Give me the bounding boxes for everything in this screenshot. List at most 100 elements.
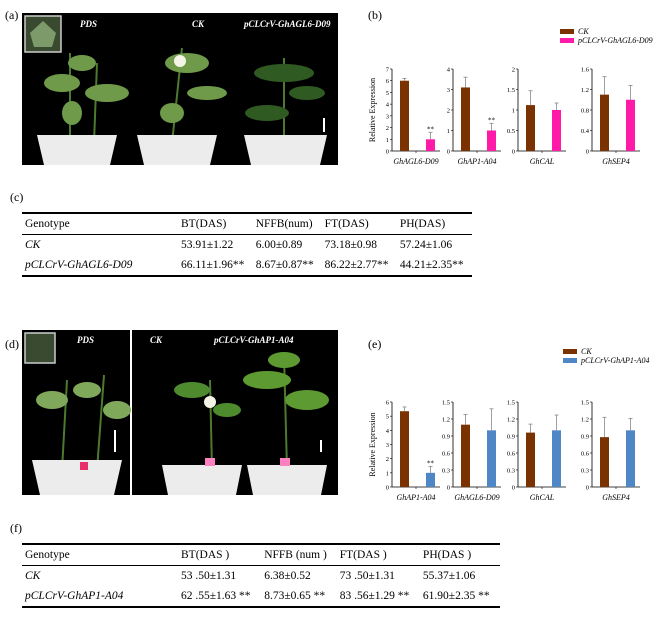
table-row: pCLCrV-GhAP1-A04 62 .55±1.63 ** 8.73±0.6… — [22, 586, 500, 607]
leaf-inset — [24, 332, 56, 364]
y-tick-label: 1.2 — [581, 417, 589, 424]
bar — [461, 87, 470, 151]
plant-illustration-a — [24, 15, 327, 165]
col-header: NFFB(num) — [252, 213, 322, 235]
y-tick-label: 1.2 — [507, 417, 515, 424]
bar — [552, 110, 561, 151]
photo-label: pCLCrV-GhAP1-A04 — [214, 335, 294, 345]
y-tick-label: 0 — [447, 485, 450, 492]
y-tick-label: 0.3 — [507, 468, 515, 475]
y-tick-label: 0 — [386, 485, 389, 492]
legend-label: pCLCrV-GhAP1-A04 — [580, 356, 649, 365]
table-f: Genotype BT(DAS ) NFFB (num ) FT(DAS ) P… — [22, 543, 500, 608]
y-tick-label: 4 — [447, 67, 451, 74]
cell: 53.91±1.22 — [181, 239, 234, 251]
legend-label: CK — [581, 347, 592, 356]
photo-label: pCLCrV-GhAGL6-D09 — [244, 19, 331, 29]
gene-label: GhSEP4 — [602, 493, 630, 502]
scale-bar — [114, 430, 116, 452]
y-tick-label: 1 — [386, 137, 389, 144]
photo-label: CK — [150, 335, 163, 345]
y-tick-label: 1.5 — [581, 400, 589, 407]
leaf-icon — [30, 21, 56, 47]
col-header: Genotype — [22, 544, 178, 566]
col-header: FT(DAS ) — [336, 544, 420, 566]
y-tick-label: 7 — [386, 67, 390, 74]
legend-swatch — [560, 29, 574, 34]
table-c: Genotype BT(DAS) NFFB(num) FT(DAS) PH(DA… — [22, 212, 472, 277]
y-tick-label: 0.3 — [581, 468, 589, 475]
y-tick-label: 3 — [447, 87, 450, 94]
gene-label: GhCAL — [530, 493, 555, 502]
panel-label-b: (b) — [368, 8, 382, 22]
y-tick-label: 0.9 — [507, 434, 515, 441]
y-tick-label: 4 — [386, 428, 390, 435]
photo-label: PDS — [80, 19, 98, 29]
legend-swatch — [560, 38, 574, 43]
bar — [461, 424, 470, 487]
y-tick-label: 5 — [386, 414, 389, 421]
y-tick-label: 0 — [586, 149, 589, 156]
panel-label-e: (e) — [368, 337, 382, 351]
bar — [487, 430, 496, 487]
col-header: PH(DAS ) — [419, 544, 500, 566]
y-tick-label: 6 — [386, 400, 390, 407]
cell: 57.24±1.06 — [399, 239, 453, 251]
significance-label: ** — [427, 459, 435, 467]
gene-label: GhAP1-A04 — [396, 493, 435, 502]
y-tick-label: 0.5 — [507, 128, 515, 135]
y-tick-label: 0.3 — [442, 468, 450, 475]
y-tick-label: 3 — [386, 113, 389, 120]
panel-label-f: (f) — [10, 521, 22, 535]
cell: 6.38±0.52 — [264, 570, 311, 582]
y-tick-label: 0 — [586, 485, 589, 492]
table-header-row: Genotype BT(DAS ) NFFB (num ) FT(DAS ) P… — [22, 544, 500, 566]
y-tick-label: 0.4 — [581, 128, 590, 135]
cell: 83 .56±1.29 ** — [339, 590, 410, 602]
plant-illustration-d — [24, 330, 329, 495]
panel-label-c: (c) — [10, 190, 24, 204]
y-tick-label: 0.6 — [507, 451, 516, 458]
col-header: PH(DAS) — [396, 213, 472, 235]
col-header: BT(DAS ) — [178, 544, 262, 566]
y-tick-label: 2 — [386, 125, 389, 132]
y-tick-label: 1 — [512, 108, 515, 115]
y-tick-label: 0 — [512, 149, 515, 156]
y-tick-label: 1 — [447, 128, 450, 135]
y-tick-label: 5 — [386, 90, 389, 97]
legend-swatch — [563, 349, 577, 354]
bar — [600, 437, 609, 487]
gene-label: GhAGL6-D09 — [393, 157, 438, 166]
col-header: BT(DAS) — [178, 213, 253, 235]
cell: 8.73±0.65 ** — [264, 590, 326, 602]
y-tick-label: 3 — [386, 442, 389, 449]
photo-label: CK — [192, 19, 205, 29]
bar — [426, 472, 435, 487]
y-tick-label: 0 — [386, 149, 389, 156]
cell: 53 .50±1.31 — [181, 570, 237, 582]
y-axis-label: Relative Expression — [368, 412, 377, 476]
bar — [600, 94, 609, 151]
y-tick-label: 1 — [386, 470, 389, 477]
cell: 44.21±2.35** — [399, 259, 464, 271]
y-tick-label: 2 — [512, 67, 515, 74]
gene-label: GhCAL — [530, 157, 555, 166]
y-tick-label: 1.5 — [442, 400, 450, 407]
panel-label-a: (a) — [5, 8, 19, 22]
cell: pCLCrV-GhAGL6-D09 — [25, 259, 133, 271]
y-tick-label: 0.9 — [581, 434, 589, 441]
y-tick-label: 0 — [447, 149, 450, 156]
y-tick-label: 1.5 — [507, 87, 515, 94]
y-tick-label: 1.6 — [581, 67, 590, 74]
y-tick-label: 1.2 — [581, 87, 589, 94]
scale-bar — [323, 118, 325, 132]
y-tick-label: 2 — [386, 456, 389, 463]
cell: 55.37±1.06 — [422, 570, 476, 582]
scale-bar — [320, 440, 322, 452]
table-row: pCLCrV-GhAGL6-D09 66.11±1.96** 8.67±0.87… — [22, 255, 472, 276]
cell: 61.90±2.35 ** — [422, 590, 490, 602]
y-tick-label: 0 — [512, 485, 515, 492]
